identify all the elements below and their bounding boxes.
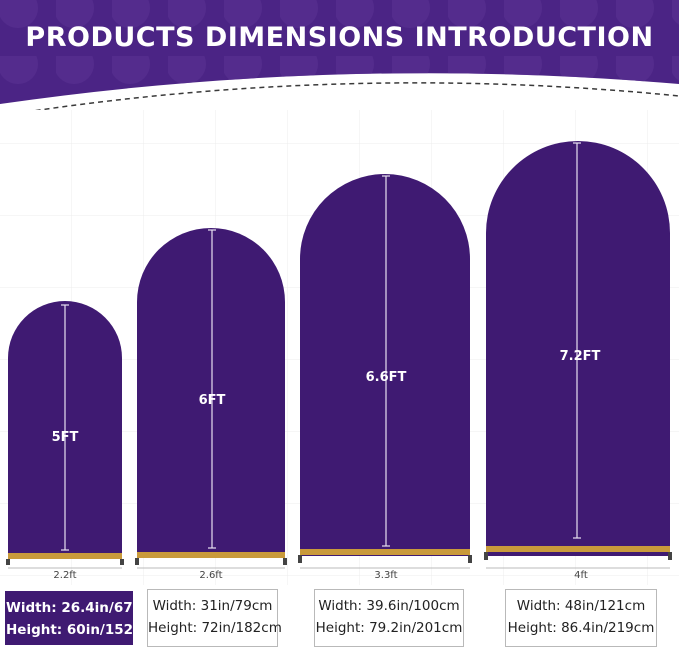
arch-6ft: 6FT 2.6ft — [135, 228, 287, 581]
width-label-6ft: 2.6ft — [199, 570, 222, 581]
spec-height: Height: 72in/182cm — [148, 620, 282, 636]
width-label-5ft: 2.2ft — [53, 570, 76, 581]
arch-5ft: 5FT 2.2ft — [6, 301, 124, 581]
spec-width: Width: 39.6in/100cm — [318, 598, 460, 614]
width-label-6-6ft: 3.3ft — [374, 570, 397, 581]
spec-box-5ft: Width: 26.4in/67cm Height: 60in/152cm — [5, 591, 156, 645]
spec-height: Height: 79.2in/201cm — [315, 620, 463, 636]
spec-width: Width: 31in/79cm — [152, 598, 273, 614]
spec-height: Height: 86.4in/219cm — [507, 620, 655, 636]
height-label-6-6ft: 6.6FT — [366, 370, 407, 385]
arch-6-6ft: 6.6FT 3.3ft — [298, 174, 472, 581]
page-title: PRODUCTS DIMENSIONS INTRODUCTION — [25, 22, 654, 53]
spec-width: Width: 48in/121cm — [516, 598, 646, 614]
spec-height: Height: 60in/152cm — [6, 622, 156, 638]
spec-box-6ft: Width: 31in/79cm Height: 72in/182cm — [147, 589, 282, 647]
spec-box-6-6ft: Width: 39.6in/100cm Height: 79.2in/201cm — [314, 589, 464, 647]
spec-box-7-2ft: Width: 48in/121cm Height: 86.4in/219cm — [505, 589, 657, 647]
spec-width: Width: 26.4in/67cm — [6, 600, 155, 616]
arch-7-2ft: 7.2FT 4ft — [484, 141, 672, 581]
height-label-7-2ft: 7.2FT — [560, 349, 601, 364]
width-label-7-2ft: 4ft — [574, 570, 588, 581]
title-banner — [0, 0, 679, 110]
height-label-5ft: 5FT — [52, 430, 79, 445]
height-label-6ft: 6FT — [199, 393, 226, 408]
